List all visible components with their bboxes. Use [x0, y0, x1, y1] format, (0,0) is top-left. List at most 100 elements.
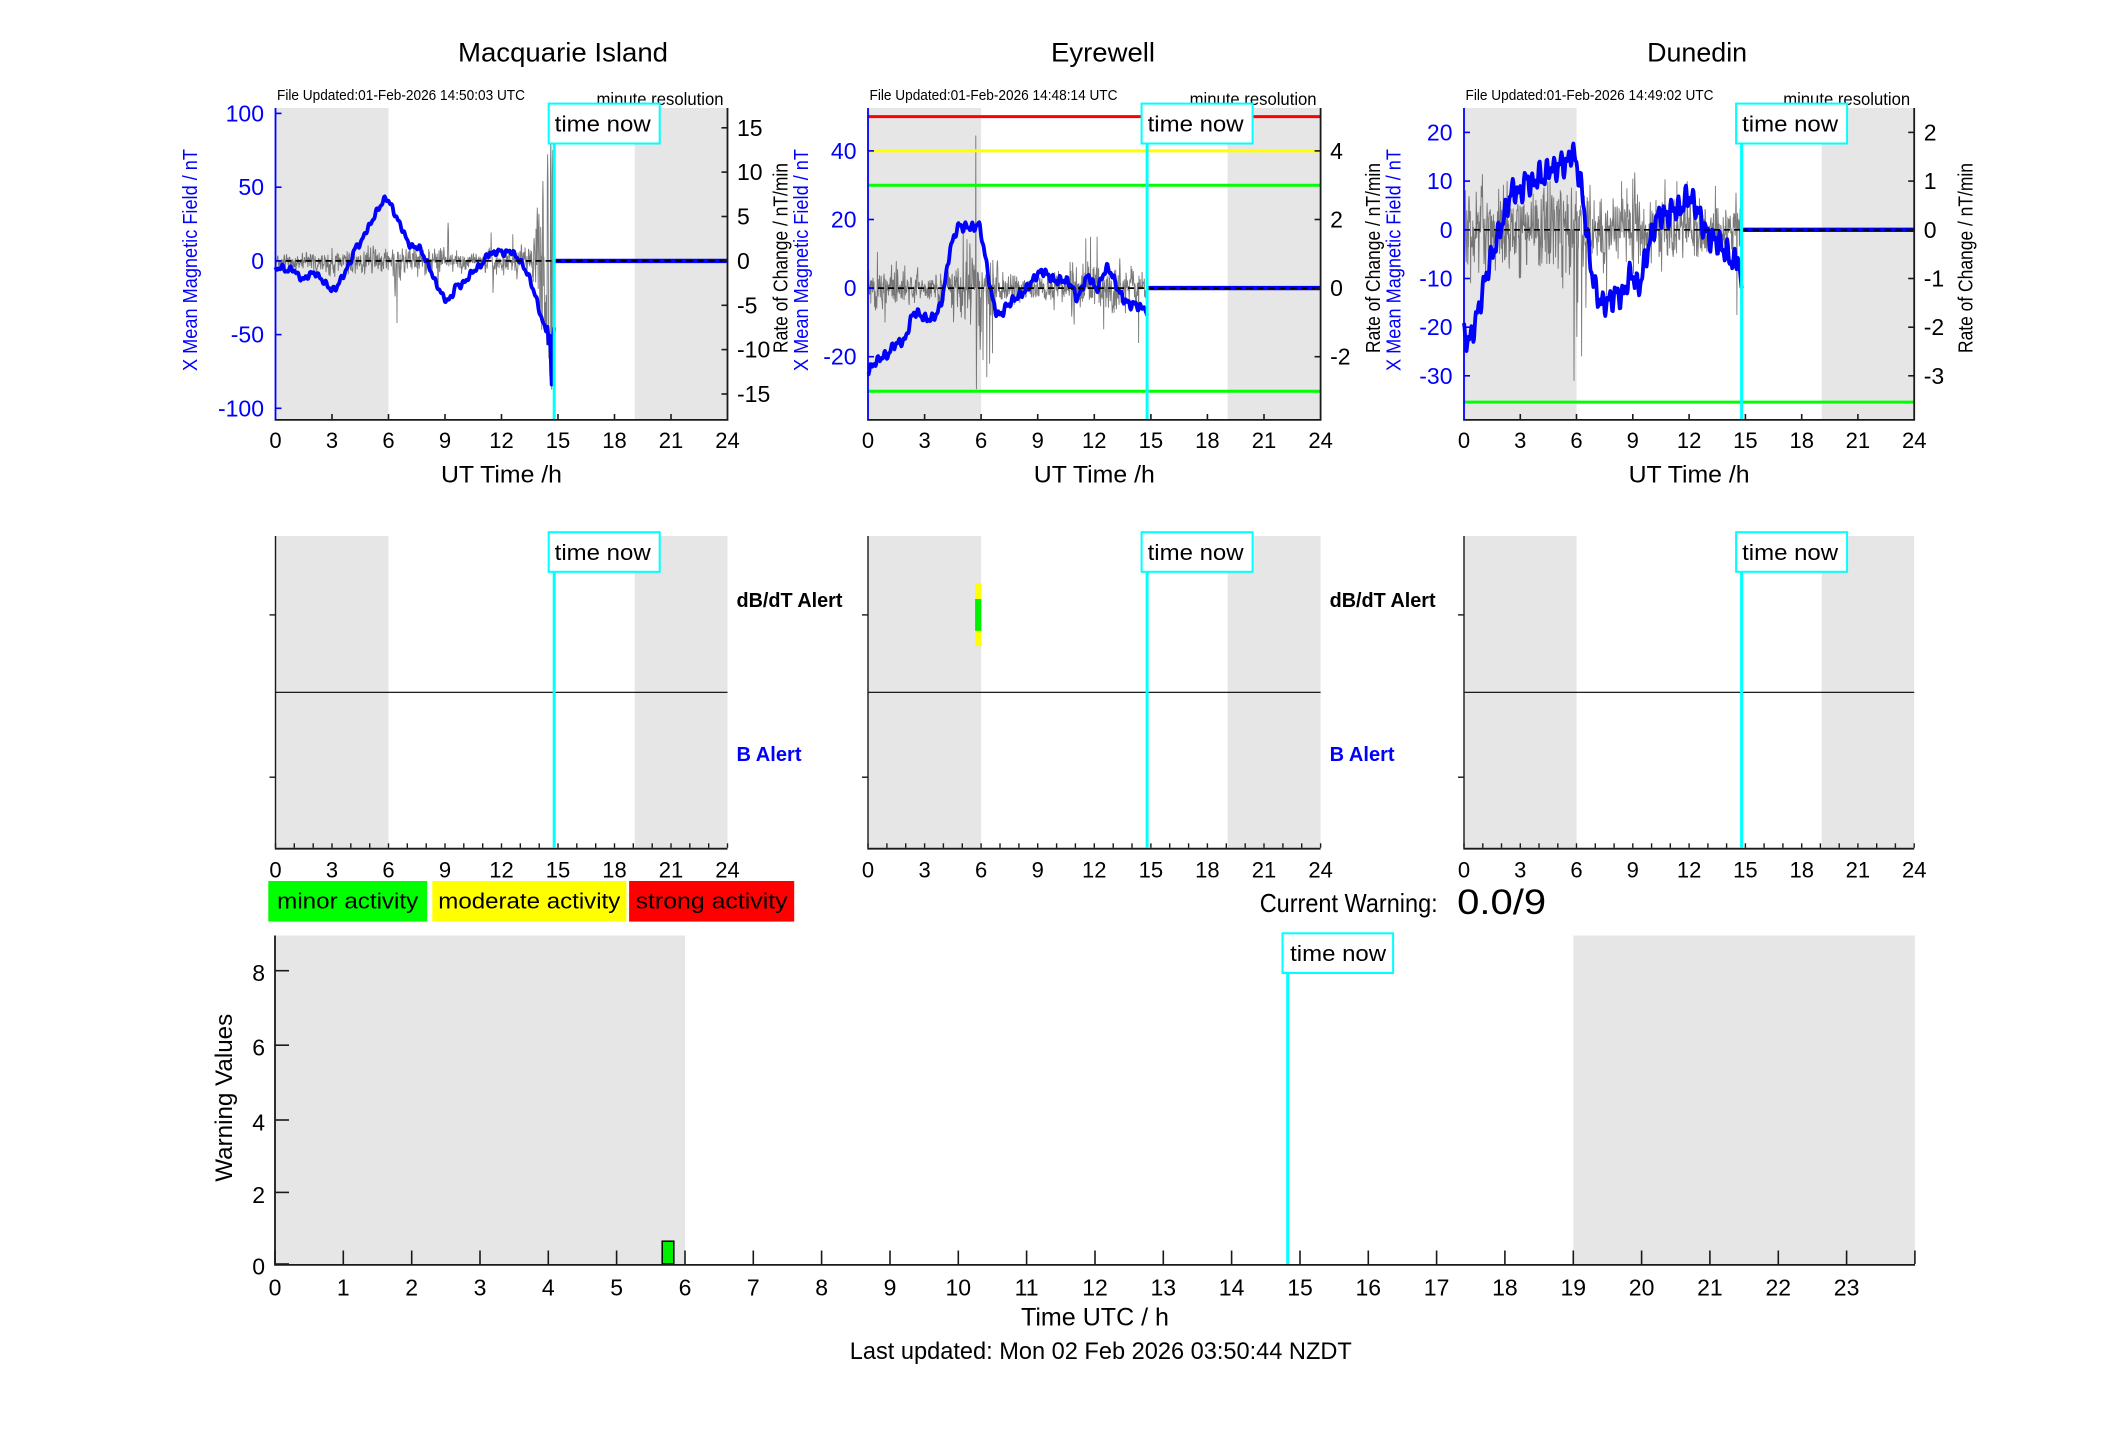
svg-text:24: 24	[1902, 857, 1926, 882]
svg-text:24: 24	[1902, 428, 1926, 453]
svg-text:-20: -20	[1419, 314, 1452, 340]
svg-text:-10: -10	[737, 337, 770, 363]
svg-text:0: 0	[269, 1275, 282, 1301]
svg-text:6: 6	[679, 1275, 692, 1301]
svg-text:40: 40	[831, 138, 857, 164]
svg-text:21: 21	[1252, 857, 1276, 882]
svg-text:18: 18	[602, 428, 626, 453]
svg-text:UT Time /h: UT Time /h	[1629, 462, 1750, 489]
svg-text:12: 12	[1082, 857, 1106, 882]
svg-text:X Mean Magnetic Field / nT: X Mean Magnetic Field / nT	[790, 149, 813, 371]
svg-text:15: 15	[546, 857, 570, 882]
svg-text:15: 15	[1733, 428, 1757, 453]
svg-text:time now: time now	[1290, 941, 1387, 966]
svg-text:3: 3	[1514, 428, 1526, 453]
svg-text:15: 15	[1287, 1275, 1313, 1301]
svg-text:12: 12	[1082, 1275, 1108, 1301]
svg-text:0: 0	[269, 857, 281, 882]
svg-text:Macquarie Island: Macquarie Island	[458, 38, 668, 68]
svg-text:24: 24	[715, 857, 739, 882]
svg-text:3: 3	[326, 857, 338, 882]
svg-text:time now: time now	[1148, 112, 1245, 137]
svg-text:18: 18	[1195, 857, 1219, 882]
svg-text:9: 9	[1032, 428, 1044, 453]
svg-text:-50: -50	[231, 322, 264, 348]
svg-text:3: 3	[474, 1275, 487, 1301]
svg-text:0.0/9: 0.0/9	[1457, 883, 1546, 922]
svg-text:12: 12	[1082, 428, 1106, 453]
svg-text:0: 0	[1924, 217, 1937, 243]
svg-text:6: 6	[1570, 428, 1582, 453]
svg-text:6: 6	[975, 857, 987, 882]
svg-text:24: 24	[1308, 857, 1332, 882]
svg-text:6: 6	[1570, 857, 1582, 882]
svg-text:15: 15	[1733, 857, 1757, 882]
svg-text:9: 9	[884, 1275, 897, 1301]
svg-text:9: 9	[439, 857, 451, 882]
svg-text:2: 2	[1330, 207, 1343, 233]
svg-text:-1: -1	[1924, 266, 1944, 292]
svg-text:B Alert: B Alert	[1330, 743, 1395, 766]
svg-text:dB/dT Alert: dB/dT Alert	[1330, 589, 1436, 612]
svg-text:12: 12	[489, 857, 513, 882]
svg-text:File Updated:01-Feb-2026 14:50: File Updated:01-Feb-2026 14:50:03 UTC	[277, 87, 525, 104]
svg-text:24: 24	[715, 428, 739, 453]
svg-text:5: 5	[737, 204, 750, 230]
svg-text:2: 2	[252, 1182, 265, 1208]
svg-text:time now: time now	[1742, 540, 1839, 565]
svg-text:0: 0	[1330, 275, 1343, 301]
svg-text:Last updated: Mon 02 Feb 2026: Last updated: Mon 02 Feb 2026 03:50:44 N…	[850, 1338, 1352, 1365]
svg-text:UT Time /h: UT Time /h	[441, 462, 562, 489]
svg-text:22: 22	[1766, 1275, 1792, 1301]
svg-text:6: 6	[252, 1035, 265, 1061]
svg-text:7: 7	[747, 1275, 760, 1301]
svg-text:21: 21	[1697, 1275, 1723, 1301]
svg-text:0: 0	[1458, 857, 1470, 882]
svg-text:12: 12	[489, 428, 513, 453]
svg-text:0: 0	[862, 428, 874, 453]
svg-text:Dunedin: Dunedin	[1647, 38, 1747, 68]
svg-text:Rate of Change / nT/min: Rate of Change / nT/min	[1955, 163, 1978, 353]
svg-text:strong activity: strong activity	[636, 889, 788, 914]
svg-text:-2: -2	[1330, 344, 1350, 370]
svg-text:19: 19	[1561, 1275, 1587, 1301]
svg-text:0: 0	[844, 275, 857, 301]
svg-text:Warning Values: Warning Values	[211, 1014, 238, 1182]
svg-text:100: 100	[226, 100, 264, 126]
svg-text:15: 15	[1139, 857, 1163, 882]
svg-text:0: 0	[1458, 428, 1470, 453]
svg-text:21: 21	[659, 857, 683, 882]
svg-text:18: 18	[1789, 428, 1813, 453]
svg-text:8: 8	[815, 1275, 828, 1301]
svg-text:-30: -30	[1419, 363, 1452, 389]
svg-text:-10: -10	[1419, 266, 1452, 292]
svg-text:2: 2	[1924, 119, 1937, 145]
svg-text:9: 9	[1032, 857, 1044, 882]
svg-text:0: 0	[252, 1254, 265, 1280]
svg-text:3: 3	[918, 857, 930, 882]
svg-text:21: 21	[1252, 428, 1276, 453]
svg-text:-5: -5	[737, 292, 757, 318]
svg-text:0: 0	[1440, 217, 1453, 243]
svg-text:13: 13	[1151, 1275, 1177, 1301]
svg-text:8: 8	[252, 960, 265, 986]
svg-text:21: 21	[1846, 857, 1870, 882]
svg-text:X Mean Magnetic Field / nT: X Mean Magnetic Field / nT	[179, 149, 202, 371]
svg-text:18: 18	[1789, 857, 1813, 882]
svg-text:B Alert: B Alert	[737, 743, 802, 766]
svg-text:6: 6	[382, 428, 394, 453]
svg-text:UT Time /h: UT Time /h	[1034, 462, 1155, 489]
svg-text:10: 10	[946, 1275, 972, 1301]
svg-text:time now: time now	[1742, 112, 1839, 137]
svg-text:-15: -15	[737, 381, 770, 407]
svg-text:9: 9	[439, 428, 451, 453]
svg-text:Rate of Change / nT/min: Rate of Change / nT/min	[1362, 163, 1385, 353]
svg-text:24: 24	[1308, 428, 1332, 453]
svg-text:3: 3	[1514, 857, 1526, 882]
svg-text:18: 18	[602, 857, 626, 882]
svg-text:21: 21	[1846, 428, 1870, 453]
svg-text:20: 20	[1427, 119, 1453, 145]
svg-text:9: 9	[1627, 857, 1639, 882]
svg-text:File Updated:01-Feb-2026 14:48: File Updated:01-Feb-2026 14:48:14 UTC	[870, 87, 1118, 104]
svg-text:4: 4	[542, 1275, 555, 1301]
